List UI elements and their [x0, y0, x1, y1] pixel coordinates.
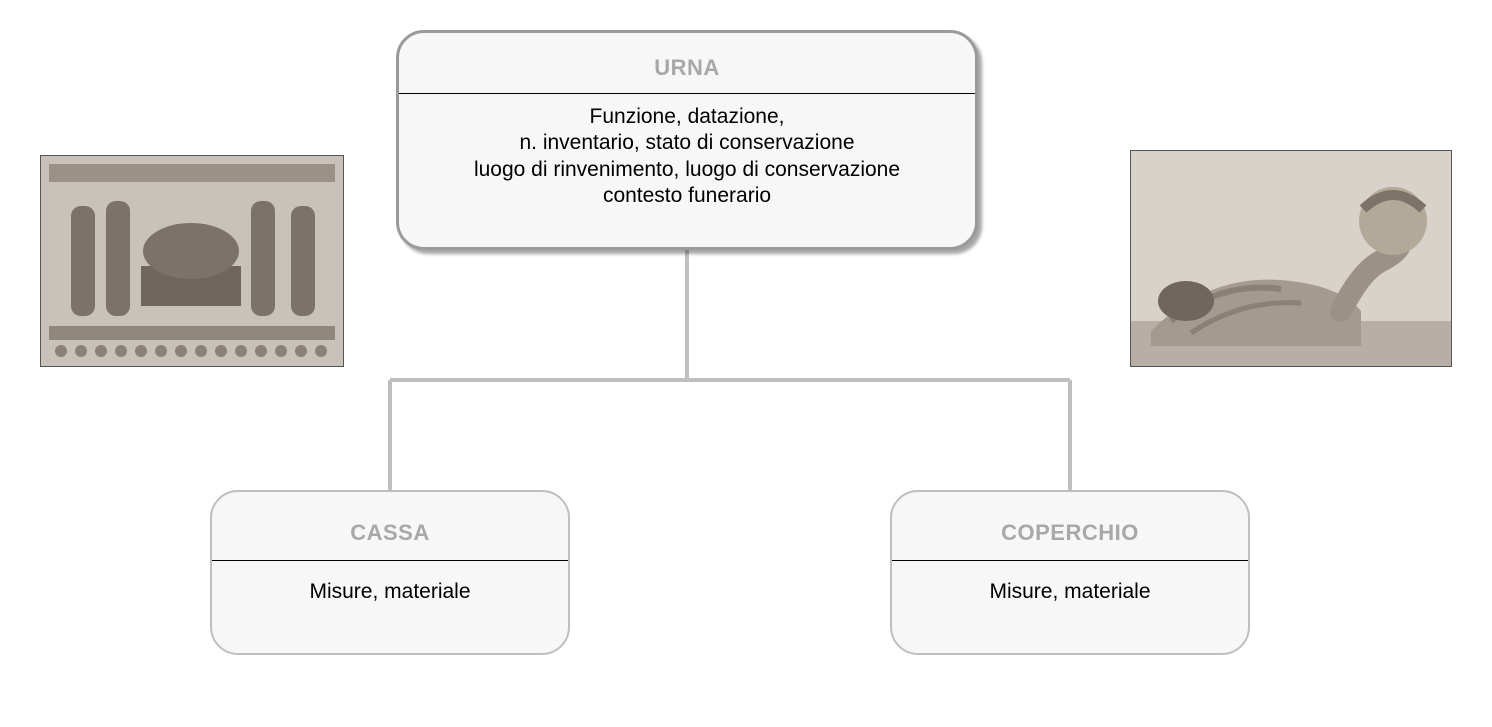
node-urna-body-line: luogo di rinvenimento, luogo di conserva…	[407, 157, 967, 183]
node-coperchio-title: COPERCHIO	[892, 492, 1248, 560]
node-urna-body-line: contesto funerario	[407, 183, 967, 209]
node-urna-body-line: n. inventario, stato di conservazione	[407, 130, 967, 156]
node-coperchio: COPERCHIO Misure, materiale	[890, 490, 1250, 655]
node-cassa: CASSA Misure, materiale	[210, 490, 570, 655]
node-urna-body: Funzione, datazione, n. inventario, stat…	[399, 94, 975, 219]
node-urna-title: URNA	[399, 33, 975, 93]
node-urna: URNA Funzione, datazione, n. inventario,…	[396, 30, 978, 250]
side-image-right	[1130, 150, 1452, 367]
node-coperchio-body: Misure, materiale	[892, 561, 1248, 615]
node-cassa-title: CASSA	[212, 492, 568, 560]
node-cassa-body: Misure, materiale	[212, 561, 568, 615]
node-urna-body-line: Funzione, datazione,	[407, 104, 967, 130]
node-cassa-body-line: Misure, materiale	[220, 579, 560, 605]
side-image-left	[40, 155, 344, 367]
node-coperchio-body-line: Misure, materiale	[900, 579, 1240, 605]
